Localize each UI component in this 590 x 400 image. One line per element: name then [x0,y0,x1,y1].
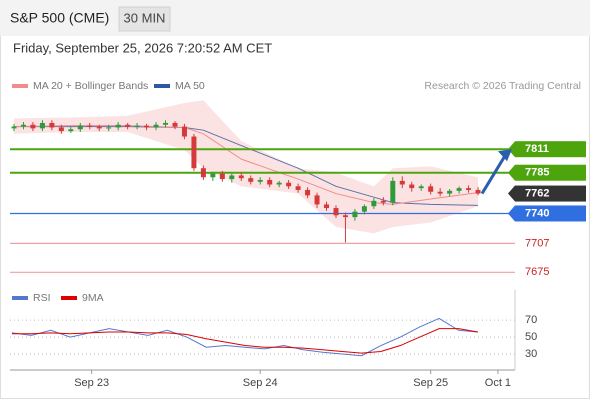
candle-body [466,188,472,190]
title: S&P 500 (CME) [10,10,109,26]
candle-body [342,215,348,218]
level-tag-tip [508,164,515,181]
candle-body [409,184,415,189]
level-tag-tip [508,185,515,202]
candle-body [58,127,64,132]
x-tick-label: Oct 1 [485,377,511,389]
level-label: 7811 [525,143,549,155]
candle-body [49,122,55,128]
candle-body [115,124,121,128]
timeframe-box[interactable] [118,6,171,32]
legend-swatch [61,296,77,300]
level-tag [515,185,586,202]
candle-body [106,127,112,129]
candle-body [134,125,140,127]
level-label: 7707 [525,237,549,249]
legend-swatch [154,84,170,88]
level-label: 7675 [525,266,549,278]
legend-ma20: MA 20 + Bollinger Bands [33,80,148,92]
candle-body [437,191,443,194]
candle-body [267,179,273,185]
candle-body [248,178,254,182]
candle-body [428,186,434,192]
candle-body [20,124,26,127]
level-label: 7740 [525,207,549,219]
forecast-arrow [480,153,508,195]
legend-swatch [12,84,28,88]
candle-body [144,125,150,128]
legend-rsi-ma: 9MA [82,292,104,304]
candle-body [399,180,405,185]
timeframe[interactable]: 30 MIN [124,10,166,25]
candle-body [30,124,36,129]
candle-body [125,124,131,127]
candle-body [380,200,386,203]
candle-body [371,200,377,207]
level-tag-tip [508,205,515,222]
candle-body [295,186,301,190]
rsi-tick-label: 50 [525,331,537,343]
x-tick-label: Sep 25 [413,377,448,389]
candle-body [305,189,311,196]
level-tag [515,205,586,222]
candle-body [39,122,45,129]
candle-body [475,189,481,194]
header-bar [0,0,590,36]
candle-body [153,124,159,128]
rsi-tick-label: 30 [525,348,537,360]
x-tick-label: Sep 23 [74,377,109,389]
candle-body [238,175,244,179]
level-tag-tip [508,141,515,158]
candle-body [163,122,169,125]
candle-body [191,136,197,169]
candle-body [11,126,17,129]
candle-body [333,208,339,216]
rsi-line [11,317,479,357]
candle-body [361,206,367,212]
candle-body [68,129,74,132]
candle-body [418,186,424,189]
candle-body [96,126,102,129]
candle-body [276,182,282,185]
rsi-ma-line [12,328,479,354]
source: Research © 2026 Trading Central [424,80,581,92]
level-tag [515,164,586,181]
level-tag [515,141,586,158]
candle-body [229,175,235,180]
candle-body [77,125,83,130]
candle-body [172,122,178,127]
candle-body [447,190,453,194]
legend-ma50: MA 50 [175,80,205,92]
legend-rsi: RSI [33,292,51,304]
candle-body [286,182,292,187]
candle-body [219,173,225,180]
datetime: Friday, September 25, 2026 7:20:52 AM CE… [13,40,272,55]
level-label: 7785 [525,167,549,179]
candle-body [257,179,263,182]
candle-body [324,204,330,209]
candle-body [87,125,93,127]
candle-body [456,188,462,191]
level-label: 7762 [525,187,549,199]
candle-body [200,168,206,178]
x-tick-label: Sep 24 [243,377,278,389]
rsi-tick-label: 70 [525,314,537,326]
forecast-arrow-head [498,149,512,162]
candle-body [390,180,396,203]
candle-body [352,211,358,218]
candle-body [181,126,187,137]
candle-body [210,173,216,178]
legend-swatch [12,296,28,300]
candle-body [314,195,320,205]
